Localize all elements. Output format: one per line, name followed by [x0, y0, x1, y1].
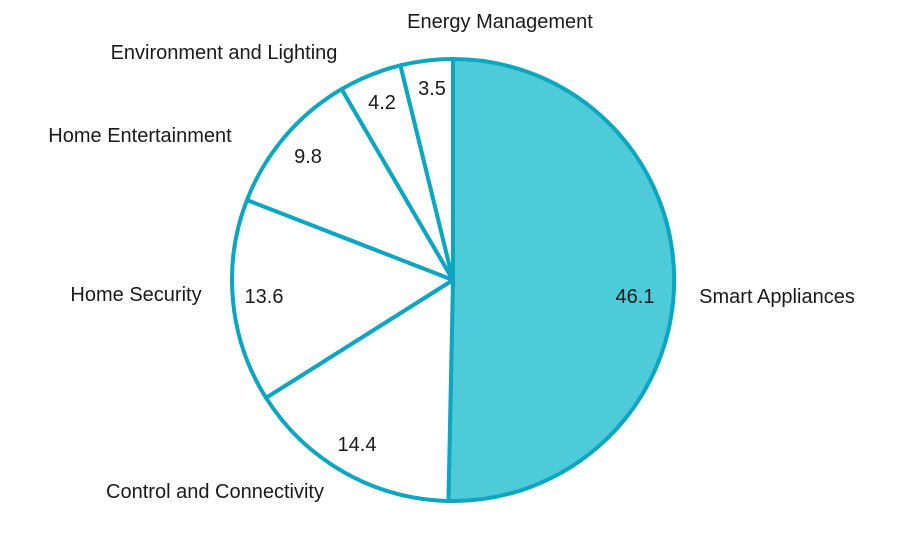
pie-slice-smart-appliances — [446, 57, 677, 503]
category-label-home-entertainment: Home Entertainment — [48, 125, 232, 147]
pie-slice-energy-management — [398, 57, 455, 282]
value-label-home-entertainment: 9.8 — [294, 146, 322, 168]
pie-slice-home-security — [230, 198, 455, 400]
category-label-control-and-connectivity: Control and Connectivity — [106, 481, 324, 503]
value-label-home-security: 13.6 — [244, 286, 284, 308]
pie-slice-control-and-connectivity — [264, 278, 455, 503]
pie-slice-home-entertainment — [244, 87, 455, 282]
category-label-smart-appliances: Smart Appliances — [699, 286, 855, 308]
category-label-environment-and-lighting: Environment and Lighting — [110, 42, 338, 64]
value-label-smart-appliances: 46.1 — [615, 286, 655, 308]
category-label-energy-management: Energy Management — [407, 11, 593, 33]
value-label-environment-and-lighting: 4.2 — [368, 92, 396, 114]
value-label-energy-management: 3.5 — [418, 78, 446, 100]
category-label-home-security: Home Security — [70, 284, 202, 306]
value-label-control-and-connectivity: 14.4 — [337, 434, 377, 456]
